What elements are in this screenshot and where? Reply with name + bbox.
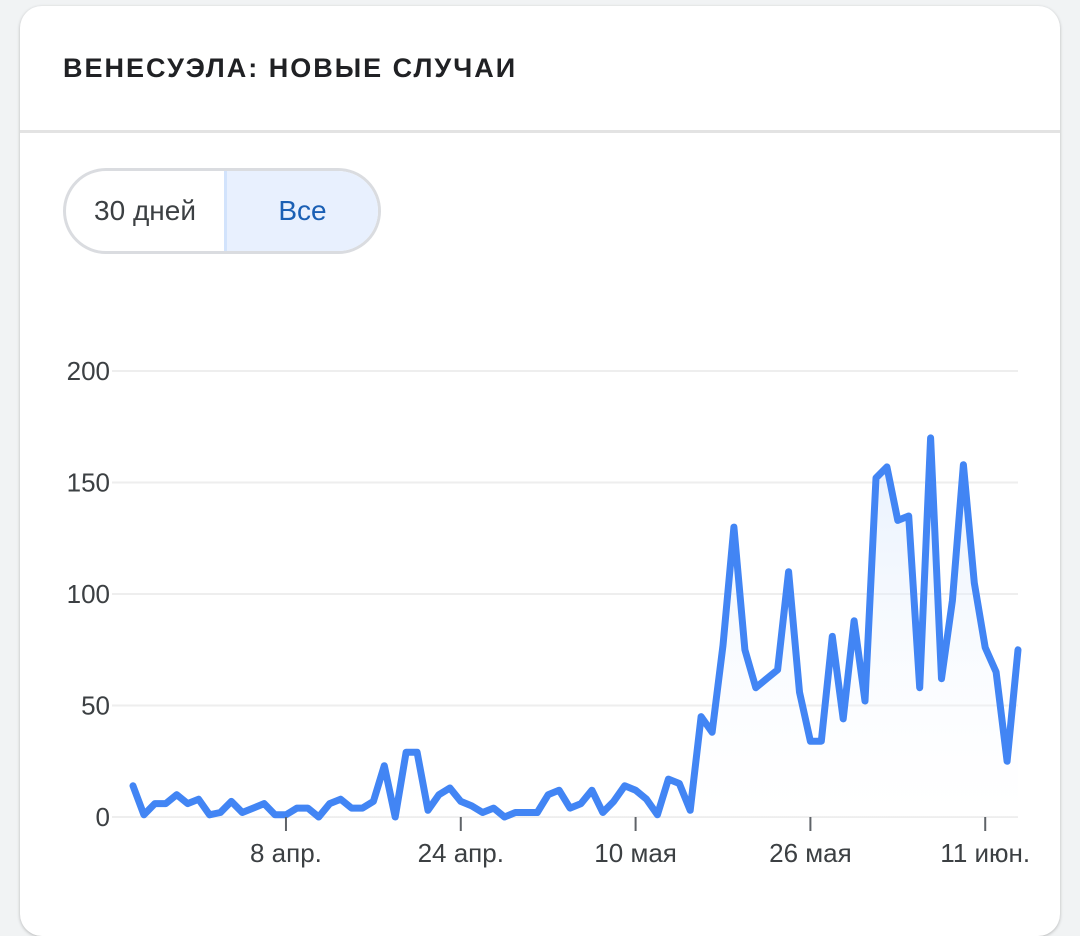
y-tick-label: 50 (81, 691, 110, 721)
x-tick-label: 11 июн. (940, 838, 1030, 868)
toggle-30-days[interactable]: 30 дней (94, 195, 196, 226)
card-header: ВЕНЕСУЭЛА: НОВЫЕ СЛУЧАИ (20, 6, 1060, 133)
y-tick-label: 200 (67, 356, 110, 386)
y-tick-label: 100 (67, 579, 110, 609)
card-title: ВЕНЕСУЭЛА: НОВЫЕ СЛУЧАИ (63, 52, 518, 83)
y-tick-label: 150 (67, 468, 110, 498)
series-line (129, 434, 1022, 821)
x-tick-label: 8 апр. (250, 838, 322, 868)
x-tick-label: 26 мая (769, 838, 852, 868)
range-toggle: 30 дней Все (63, 168, 381, 254)
y-tick-label: 0 (96, 802, 110, 832)
x-tick-label: 24 апр. (418, 838, 504, 868)
x-tick-label: 10 мая (594, 838, 677, 868)
series-area (133, 437, 1018, 817)
toggle-all[interactable]: Все (224, 171, 378, 251)
